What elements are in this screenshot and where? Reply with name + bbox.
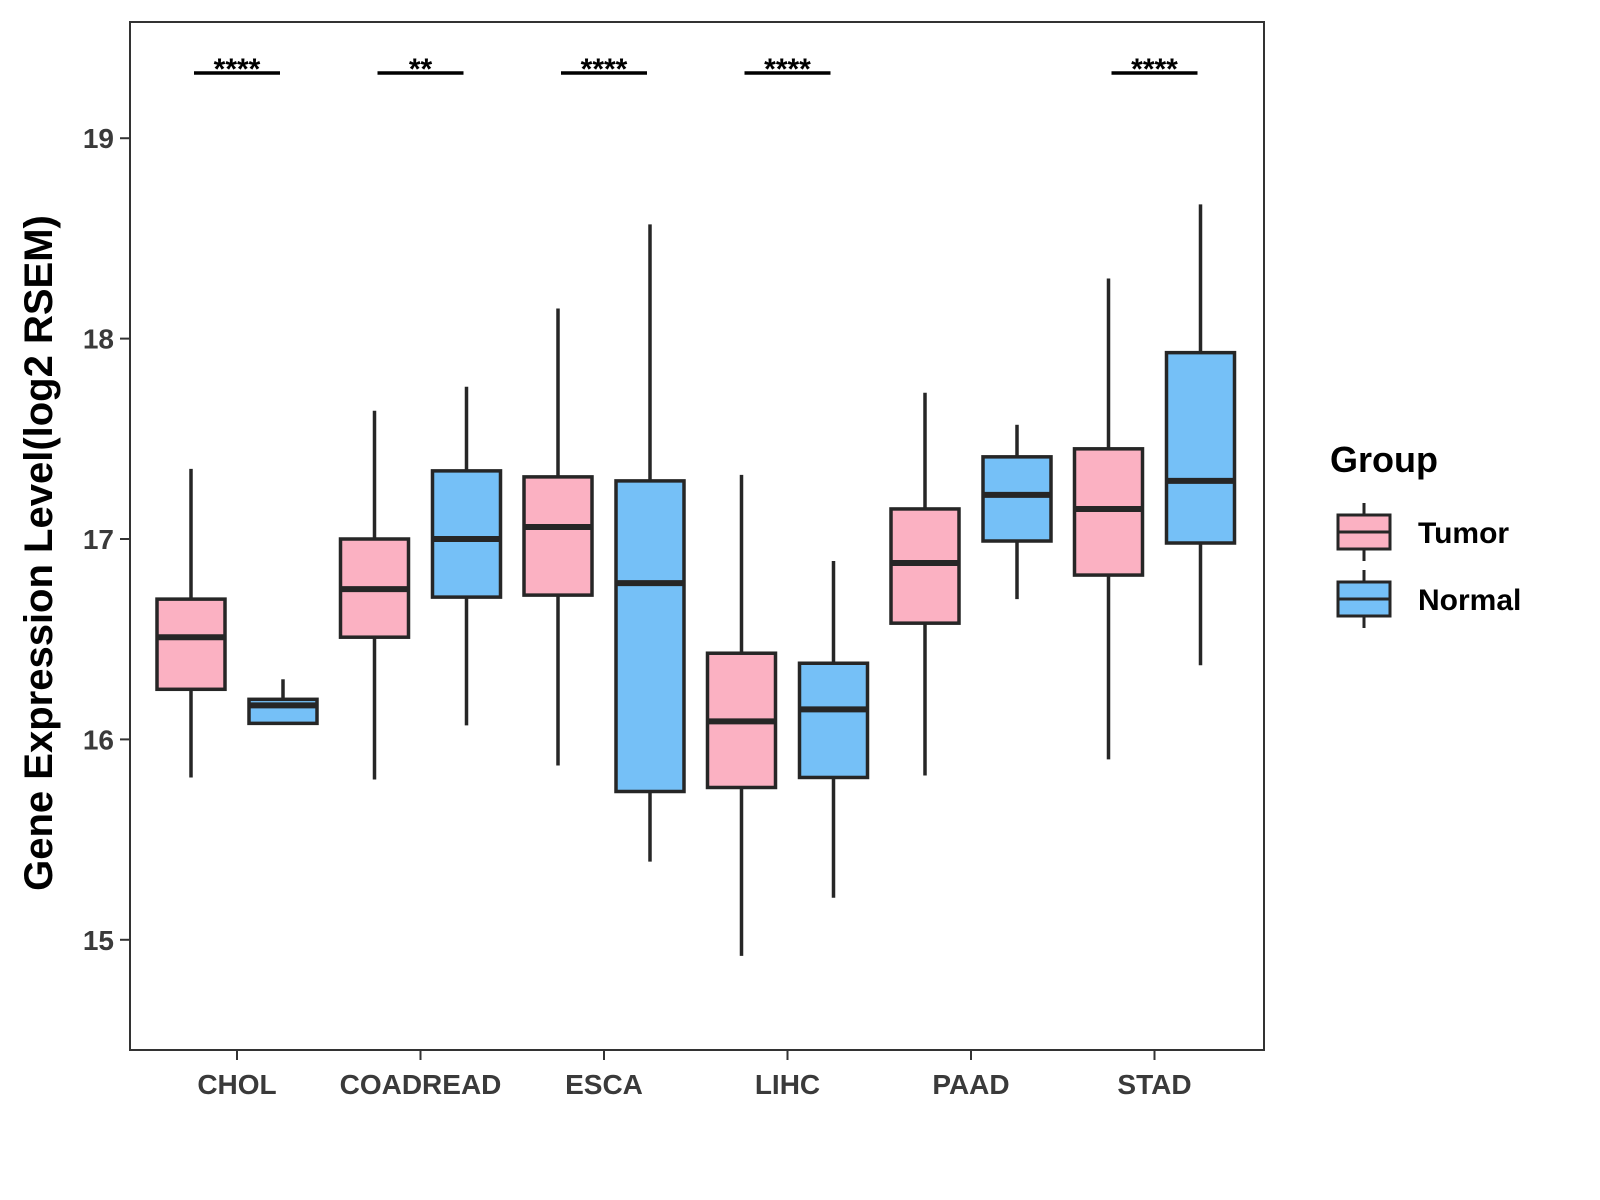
box-body (522, 475, 594, 597)
box-body (889, 507, 961, 625)
plot-area (129, 21, 1265, 1051)
box-body (981, 455, 1053, 543)
box-tumor-paad (889, 392, 961, 776)
box-body (797, 661, 870, 780)
x-tick-label: COADREAD (340, 1069, 502, 1100)
box-normal-esca (614, 224, 686, 862)
y-tick-label: 18 (83, 324, 114, 355)
x-tick-label: LIHC (755, 1069, 820, 1100)
x-tick-label: STAD (1117, 1069, 1191, 1100)
legend-key-normal (1336, 570, 1392, 628)
legend-label-normal: Normal (1418, 584, 1521, 617)
box-normal-chol (247, 679, 319, 726)
box-tumor-lihc (705, 474, 778, 956)
legend-title: Group (1330, 439, 1438, 480)
box-tumor-stad (1072, 278, 1145, 760)
y-tick-label: 16 (83, 724, 114, 755)
box-normal-paad (981, 424, 1053, 600)
panel-border (129, 21, 1265, 1051)
box-body (1164, 350, 1237, 545)
box-body (155, 597, 227, 692)
significance-label: ** (409, 53, 433, 86)
x-axis: CHOL COADREAD ESCA LIHC PAAD STAD (197, 1050, 1192, 1100)
legend-key-tumor (1336, 503, 1392, 561)
legend: Group Tumor Normal (1330, 439, 1521, 628)
box-tumor-chol (155, 468, 227, 778)
significance-label: **** (581, 53, 628, 86)
x-tick-label: CHOL (197, 1069, 276, 1100)
x-tick-label: PAAD (932, 1069, 1009, 1100)
x-tick-label: ESCA (565, 1069, 643, 1100)
significance-label: **** (214, 53, 261, 86)
box-tumor-esca (522, 308, 594, 766)
y-axis: 15 16 17 18 19 (83, 123, 130, 956)
box-body (430, 469, 503, 599)
box-normal-lihc (797, 561, 870, 898)
y-axis-title: Gene Expression Level(log2 RSEM) (17, 215, 61, 891)
y-tick-label: 17 (83, 524, 114, 555)
y-tick-label: 15 (83, 925, 114, 956)
y-tick-label: 19 (83, 123, 114, 154)
significance-annotations: **** ** **** **** **** (194, 53, 1198, 86)
box-body (1072, 447, 1145, 577)
legend-label-tumor: Tumor (1418, 517, 1509, 550)
significance-label: **** (1131, 53, 1178, 86)
box-normal-stad (1164, 204, 1237, 666)
box-body (614, 479, 686, 794)
box-tumor-coadread (338, 410, 411, 780)
significance-label: **** (764, 53, 811, 86)
box-normal-coadread (430, 386, 503, 726)
